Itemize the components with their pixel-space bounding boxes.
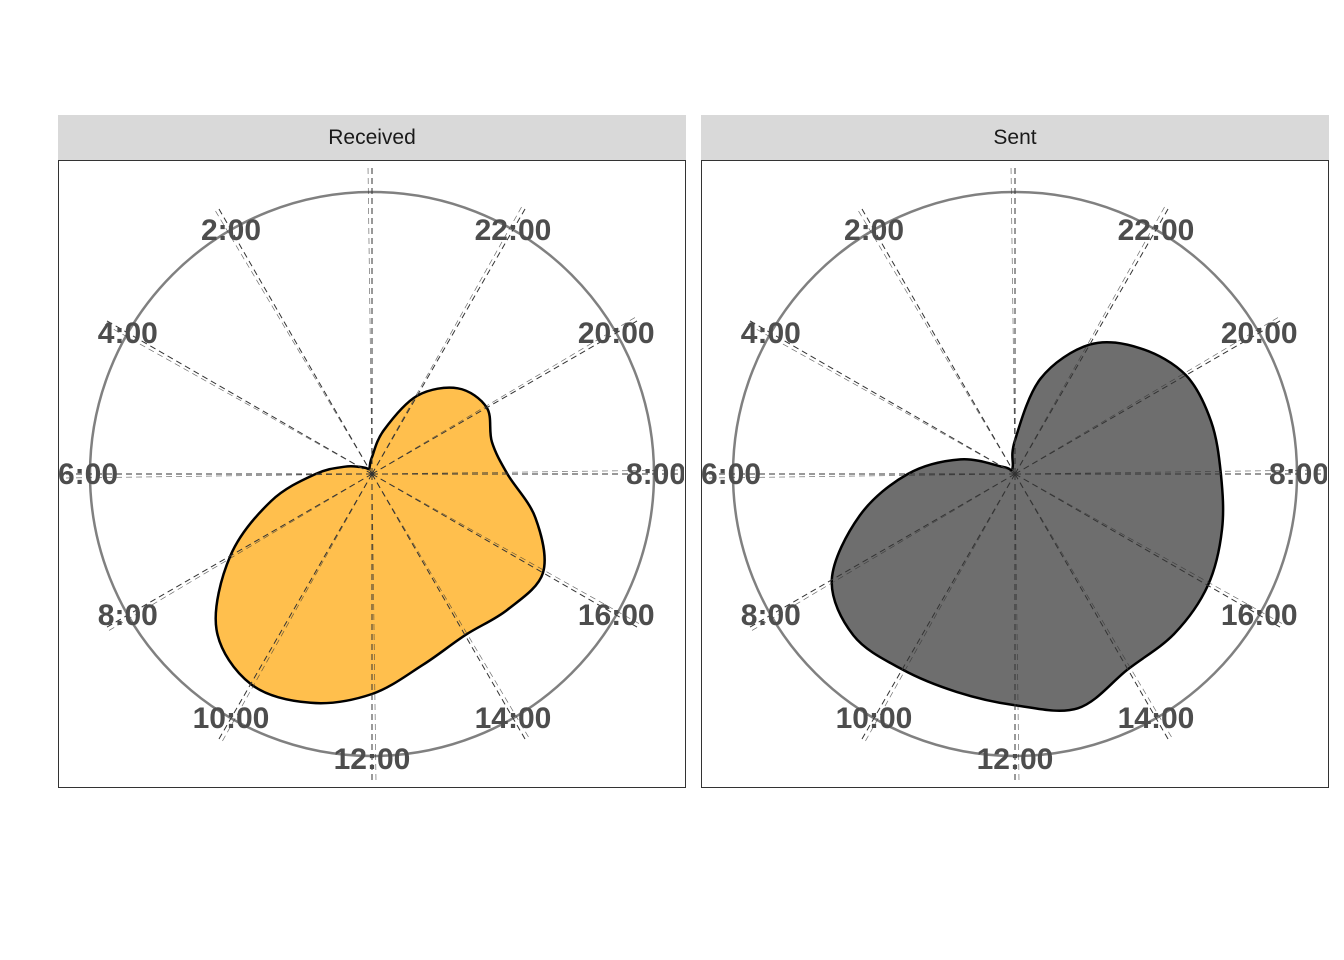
gridline-shadow-18 xyxy=(371,469,681,475)
tick-label-16: 16:00 xyxy=(1221,599,1298,632)
tick-label-20: 20:00 xyxy=(578,317,655,350)
gridline-14 xyxy=(371,473,527,741)
facet-received: Received 2:00 4:00 6:00 8:00 10:00 12:00 14:00… xyxy=(58,115,686,788)
tick-label-2: 2:00 xyxy=(201,214,261,247)
gridline-shadow-8 xyxy=(750,473,1016,632)
tick-label-6: 6:00 xyxy=(59,458,118,491)
gridline-shadow-10 xyxy=(221,473,373,743)
gridline-22 xyxy=(1014,207,1170,475)
gridline-shadow-0 xyxy=(1010,165,1016,475)
gridline-shadow-14 xyxy=(371,473,530,739)
gridline-shadow-20 xyxy=(1014,316,1280,475)
gridline-shadow-4 xyxy=(103,323,373,475)
density-area-sent xyxy=(830,340,1225,712)
polar-chart-received: 2:00 4:00 6:00 8:00 10:00 12:00 14:00 16:00 8:00… xyxy=(59,165,684,783)
gridline-shadow-12 xyxy=(371,473,377,783)
gridline-16 xyxy=(371,473,639,629)
tick-label-6: 6:00 xyxy=(702,458,761,491)
tick-label-8: 8:00 xyxy=(98,599,158,632)
tick-label-10: 10:00 xyxy=(193,702,270,735)
tick-label-12: 12:00 xyxy=(334,743,411,776)
gridline-shadow-0 xyxy=(367,165,373,475)
gridline-20 xyxy=(1014,319,1282,475)
gridline-shadow-20 xyxy=(371,316,637,475)
tick-label-18: 8:00 xyxy=(626,458,684,491)
gridline-shadow-16 xyxy=(1014,473,1284,625)
tick-label-22: 22:00 xyxy=(475,214,552,247)
gridline-16 xyxy=(1014,473,1282,629)
facet-strip-received: Received xyxy=(58,115,686,160)
facet-title-received: Received xyxy=(328,125,416,149)
gridline-8 xyxy=(748,473,1016,629)
tick-label-18: 8:00 xyxy=(1269,458,1327,491)
gridline-shadow-10 xyxy=(864,473,1016,743)
tick-label-2: 2:00 xyxy=(844,214,904,247)
gridline-shadow-4 xyxy=(746,323,1016,475)
tick-label-20: 20:00 xyxy=(1221,317,1298,350)
facet-strip-sent: Sent xyxy=(701,115,1329,160)
tick-label-10: 10:00 xyxy=(836,702,913,735)
gridline-10 xyxy=(217,473,373,741)
tick-label-14: 14:00 xyxy=(1118,702,1195,735)
polar-chart-sent: 2:00 4:00 6:00 8:00 10:00 12:00 14:00 16:00 8:00… xyxy=(702,165,1327,783)
gridline-shadow-2 xyxy=(857,209,1016,475)
tick-label-14: 14:00 xyxy=(475,702,552,735)
tick-label-12: 12:00 xyxy=(977,743,1054,776)
gridline-14 xyxy=(1014,473,1170,741)
gridline-shadow-14 xyxy=(1014,473,1173,739)
gridline-shadow-22 xyxy=(1014,205,1166,475)
plot-area-received: 2:00 4:00 6:00 8:00 10:00 12:00 14:00 16:00 8:00… xyxy=(58,160,686,788)
facet-title-sent: Sent xyxy=(993,125,1037,149)
gridline-shadow-2 xyxy=(214,209,373,475)
gridline-10 xyxy=(860,473,1016,741)
gridline-20 xyxy=(371,319,639,475)
gridline-shadow-6 xyxy=(706,473,1016,479)
tick-label-16: 16:00 xyxy=(578,599,655,632)
gridline-shadow-22 xyxy=(371,205,523,475)
gridline-22 xyxy=(371,207,527,475)
gridline-shadow-8 xyxy=(107,473,373,632)
gridline-2 xyxy=(860,207,1016,475)
gridline-4 xyxy=(105,319,373,475)
gridline-shadow-12 xyxy=(1014,473,1020,783)
tick-label-4: 4:00 xyxy=(741,317,801,350)
tick-label-8: 8:00 xyxy=(741,599,801,632)
tick-label-4: 4:00 xyxy=(98,317,158,350)
gridline-shadow-18 xyxy=(1014,469,1324,475)
gridline-shadow-6 xyxy=(63,473,373,479)
gridline-4 xyxy=(748,319,1016,475)
gridline-shadow-16 xyxy=(371,473,641,625)
facet-sent: Sent 2:00 4:00 6:00 8:00 10:00 12:00 14:00 16:0… xyxy=(701,115,1329,788)
tick-label-22: 22:00 xyxy=(1118,214,1195,247)
gridline-2 xyxy=(217,207,373,475)
plot-area-sent: 2:00 4:00 6:00 8:00 10:00 12:00 14:00 16:00 8:00… xyxy=(701,160,1329,788)
gridline-8 xyxy=(105,473,373,629)
